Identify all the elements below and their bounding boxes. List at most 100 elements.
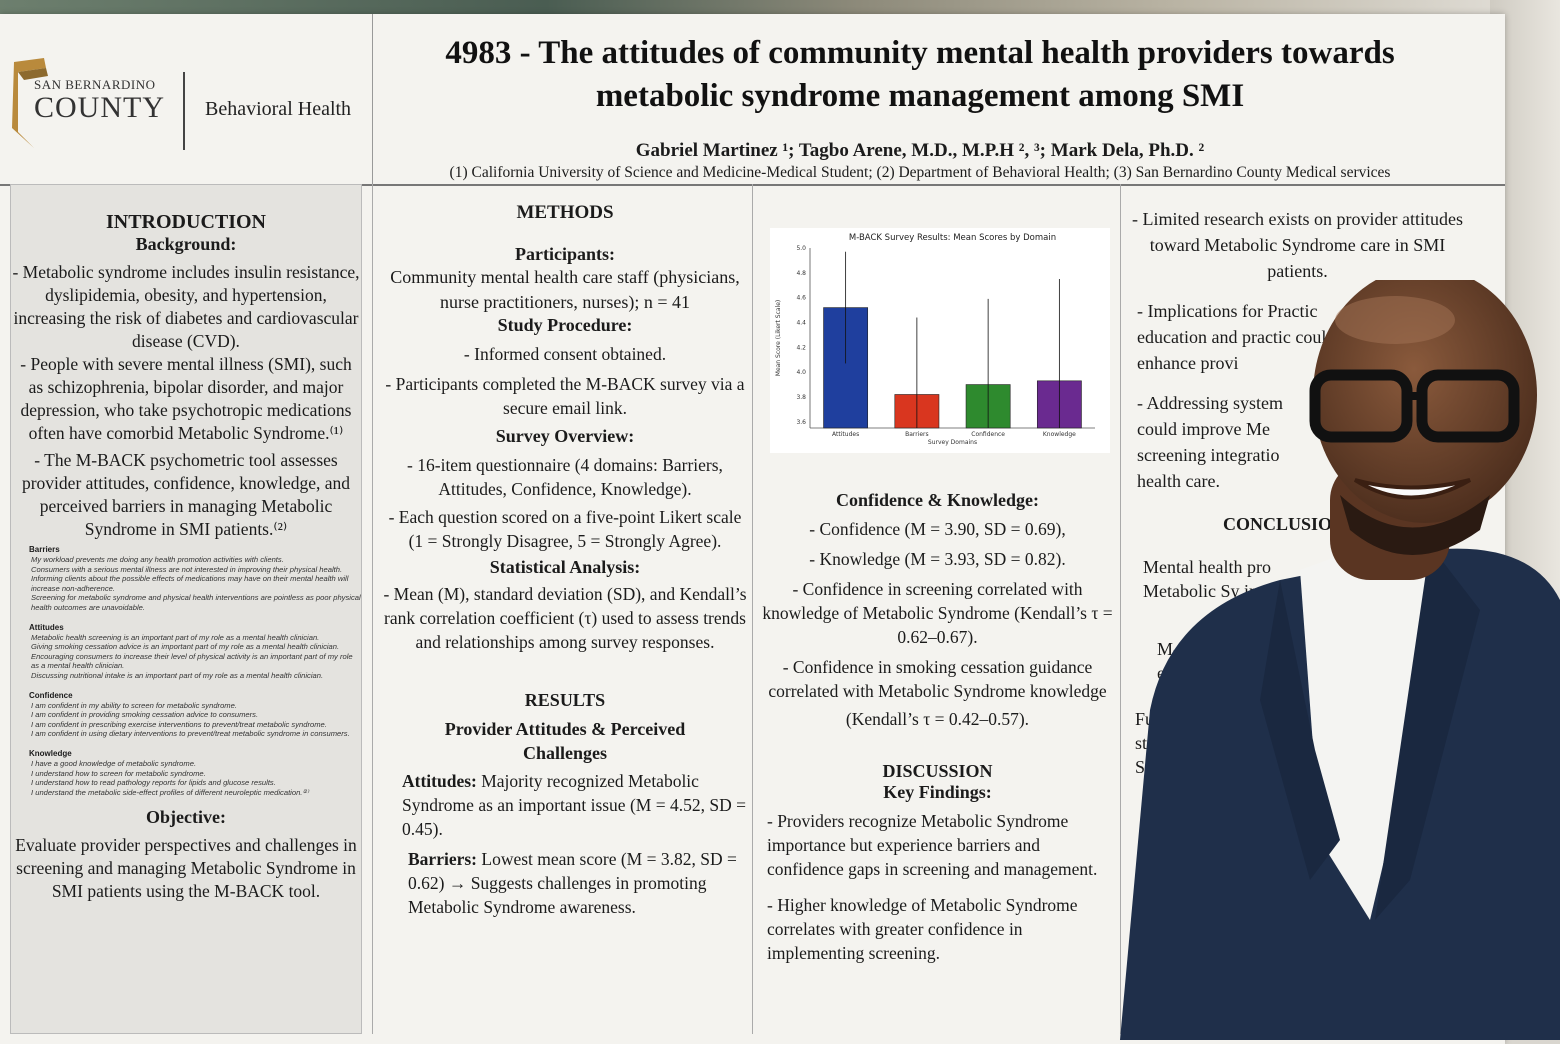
attitudes-result: Attitudes: Majority recognized Metabolic… <box>402 769 750 841</box>
survey-item: - 16-item questionnaire (4 domains: Barr… <box>407 455 723 499</box>
confidence-statement: I am confident in prescribing exercise i… <box>31 719 327 729</box>
chart-title: M-BACK Survey Results: Mean Scores by Do… <box>849 233 1056 243</box>
system-item: - Addressing system could improve Me scr… <box>1137 393 1283 491</box>
participants-heading: Participants: <box>515 244 615 264</box>
knowledge-statement: I understand how to screen for metabolic… <box>31 768 206 778</box>
y-tick-label: 5.0 <box>796 245 806 252</box>
confidence-statement: I am confident in providing smoking cess… <box>31 710 259 720</box>
barriers-list: My workload prevents me doing any health… <box>11 555 361 613</box>
affiliations: (1) California University of Science and… <box>449 164 1391 181</box>
authors: Gabriel Martinez ¹; Tagbo Arene, M.D., M… <box>635 140 1205 161</box>
barriers-statement: Informing clients about the possible eff… <box>31 574 349 593</box>
column-divider <box>1120 184 1121 1034</box>
objective-text: Evaluate provider perspectives and chall… <box>15 835 357 902</box>
attitudes-statement: Giving smoking cessation advice is an im… <box>31 642 340 652</box>
attitudes-heading: Attitudes <box>29 622 64 632</box>
conf-know-item: - Confidence in smoking cessation guidan… <box>768 657 1107 701</box>
results-subheading-line1: Provider Attitudes & Perceived <box>444 719 686 739</box>
logo-area: SAN BERNARDINO COUNTY Behavioral Health <box>0 14 373 184</box>
x-axis-label: Survey Domains <box>928 439 977 446</box>
stats-heading: Statistical Analysis: <box>489 557 641 577</box>
photo-background-top <box>0 0 1560 18</box>
county-name: SAN BERNARDINO COUNTY <box>34 78 165 123</box>
title-line2: metabolic syndrome management among SMI <box>595 78 1245 114</box>
confidence-statement: I am confident in using dietary interven… <box>31 729 350 739</box>
participants-text: Community mental health care staff (phys… <box>390 267 740 312</box>
introduction-column: INTRODUCTION Background: - Metabolic syn… <box>10 184 362 1034</box>
org-line2: COUNTY <box>34 91 165 124</box>
presenter-person-icon <box>1120 280 1560 1040</box>
barriers-label: Barriers: <box>408 849 477 869</box>
intro-paragraph: - People with severe mental illness (SMI… <box>20 354 352 443</box>
x-tick-label: Barriers <box>905 431 929 438</box>
barriers-statement: Screening for metabolic syndrome and phy… <box>31 593 361 612</box>
confidence-knowledge-heading: Confidence & Knowledge: <box>836 490 1039 510</box>
conf-know-item: - Confidence (M = 3.90, SD = 0.69), <box>809 519 1066 539</box>
county-shield-icon <box>12 58 48 148</box>
y-tick-label: 4.2 <box>796 344 806 351</box>
attitudes-statement: Discussing nutritional intake is an impo… <box>31 670 324 680</box>
y-axis-label: Mean Score (Likert Scale) <box>775 300 782 376</box>
barriers-heading: Barriers <box>29 545 60 554</box>
column-divider <box>372 184 373 1034</box>
background-heading: Background: <box>135 234 237 254</box>
title-line1: 4983 - The attitudes of community mental… <box>445 35 1395 71</box>
key-findings-heading: Key Findings: <box>883 782 992 802</box>
barriers-result: Barriers: Lowest mean score (M = 3.82, S… <box>408 847 750 919</box>
procedure-heading: Study Procedure: <box>497 315 633 335</box>
results-column: Confidence & Knowledge: - Confidence (M … <box>755 184 1120 1034</box>
implication-item: - Implications for Practic education and… <box>1137 301 1336 373</box>
poster-header: SAN BERNARDINO COUNTY Behavioral Health … <box>0 14 1505 186</box>
column-divider <box>752 184 753 1034</box>
poster-title: 4983 - The attitudes of community mental… <box>385 32 1455 118</box>
barriers-result-text: Lowest mean score (M = 3.82, SD = 0.62) … <box>408 849 737 917</box>
knowledge-list: I have a good knowledge of metabolic syn… <box>11 759 361 797</box>
confidence-heading: Confidence <box>29 690 73 700</box>
intro-paragraph: - Metabolic syndrome includes insulin re… <box>12 262 360 351</box>
methods-heading: METHODS <box>516 202 614 223</box>
confidence-statement: I am confident in my ability to screen f… <box>31 700 237 710</box>
introduction-heading: INTRODUCTION <box>105 211 267 233</box>
discussion-heading: DISCUSSION <box>882 761 993 781</box>
kendall-value: (Kendall’s τ = 0.42–0.57). <box>845 709 1030 729</box>
conf-know-item: - Knowledge (M = 3.93, SD = 0.82). <box>809 549 1066 569</box>
knowledge-heading: Knowledge <box>29 748 72 758</box>
attitudes-result-text: Majority recognized Metabolic Syndrome a… <box>402 771 746 839</box>
y-tick-label: 3.8 <box>796 394 806 401</box>
confidence-list: I am confident in my ability to screen f… <box>11 701 361 739</box>
intro-paragraph: - The M-BACK psychometric tool assesses … <box>21 450 350 539</box>
finding-item: - Providers recognize Metabolic Syndrome… <box>767 811 1098 879</box>
knowledge-statement: I understand the metabolic side-effect p… <box>31 787 309 797</box>
y-tick-label: 4.8 <box>796 270 806 277</box>
y-tick-label: 3.6 <box>796 419 806 426</box>
results-heading: RESULTS <box>524 690 606 710</box>
org-line1: SAN BERNARDINO <box>34 77 156 92</box>
survey-item: - Each question scored on a five-point L… <box>388 507 742 551</box>
y-tick-label: 4.0 <box>796 369 806 376</box>
results-subheading: Provider Attitudes & Perceived Challenge… <box>380 717 750 765</box>
limitation-item: - Limited research exists on provider at… <box>1132 209 1463 281</box>
logo-divider <box>183 72 185 150</box>
attitudes-label: Attitudes: <box>402 771 477 791</box>
department-name: Behavioral Health <box>205 98 352 120</box>
finding-item: - Higher knowledge of Metabolic Syndrome… <box>767 895 1078 963</box>
x-tick-label: Attitudes <box>832 431 859 438</box>
conclusion-heading: CONCLUSIO <box>1223 514 1333 534</box>
x-tick-label: Confidence <box>971 431 1005 438</box>
bar-chart-svg: M-BACK Survey Results: Mean Scores by Do… <box>775 233 1095 446</box>
barriers-statement: My workload prevents me doing any health… <box>31 555 284 564</box>
methods-column: METHODS Participants: Community mental h… <box>380 184 750 1034</box>
procedure-item: - Informed consent obtained. <box>463 344 667 364</box>
y-tick-label: 4.4 <box>796 319 806 326</box>
x-tick-label: Knowledge <box>1043 431 1076 438</box>
attitudes-list: Metabolic health screening is an importa… <box>11 633 361 681</box>
conf-know-item: - Confidence in screening correlated wit… <box>762 579 1113 647</box>
survey-heading: Survey Overview: <box>495 426 635 446</box>
attitudes-statement: Metabolic health screening is an importa… <box>31 632 320 642</box>
objective-heading: Objective: <box>146 807 226 828</box>
knowledge-statement: I have a good knowledge of metabolic syn… <box>31 758 197 768</box>
knowledge-statement: I understand how to read pathology repor… <box>31 778 276 788</box>
procedure-item: - Participants completed the M-BACK surv… <box>385 374 745 418</box>
stats-text: - Mean (M), standard deviation (SD), and… <box>383 584 747 652</box>
bar-chart: M-BACK Survey Results: Mean Scores by Do… <box>770 228 1110 453</box>
